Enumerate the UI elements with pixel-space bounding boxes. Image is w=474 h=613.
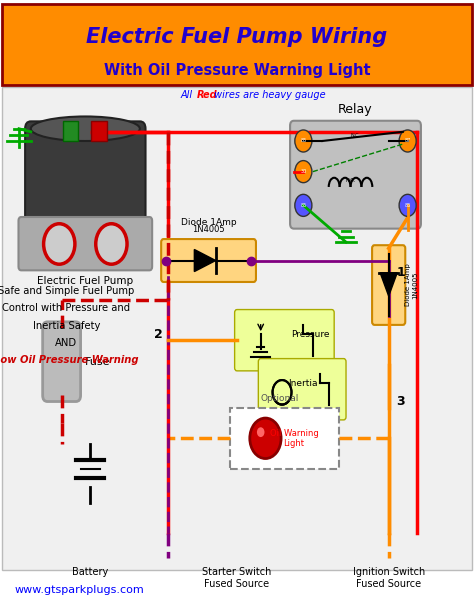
Text: Diode 1Amp
1N4005: Diode 1Amp 1N4005	[405, 264, 418, 306]
Text: Electric Fuel Pump Wiring: Electric Fuel Pump Wiring	[86, 27, 388, 47]
Text: 30: 30	[300, 169, 307, 174]
Text: 87: 87	[404, 139, 411, 143]
Circle shape	[44, 224, 75, 264]
Text: Optional: Optional	[261, 394, 299, 403]
Polygon shape	[194, 249, 216, 272]
Text: Electric Fuel Pump: Electric Fuel Pump	[37, 276, 133, 286]
Text: www.gtsparkplugs.com: www.gtsparkplugs.com	[14, 585, 144, 595]
Polygon shape	[380, 273, 397, 296]
Text: With Oil Pressure Warning Light: With Oil Pressure Warning Light	[104, 63, 370, 78]
Text: 2: 2	[155, 327, 163, 341]
Text: Diode 1Amp: Diode 1Amp	[181, 218, 237, 227]
Circle shape	[399, 194, 416, 216]
FancyBboxPatch shape	[290, 121, 421, 229]
Text: wires are heavy gauge: wires are heavy gauge	[211, 90, 326, 100]
FancyBboxPatch shape	[18, 217, 152, 270]
Circle shape	[96, 224, 127, 264]
Text: Inertia Safety: Inertia Safety	[33, 321, 100, 330]
Circle shape	[257, 427, 264, 437]
Text: Pressure: Pressure	[292, 330, 330, 338]
FancyBboxPatch shape	[258, 359, 346, 420]
FancyBboxPatch shape	[161, 239, 256, 282]
Circle shape	[250, 418, 281, 459]
Text: Low Oil Pressure Warning: Low Oil Pressure Warning	[0, 355, 138, 365]
FancyBboxPatch shape	[235, 310, 334, 371]
Ellipse shape	[31, 116, 140, 141]
FancyBboxPatch shape	[91, 121, 107, 141]
FancyBboxPatch shape	[43, 322, 81, 402]
Text: N.C.: N.C.	[350, 133, 361, 138]
Text: 85: 85	[300, 139, 307, 143]
Circle shape	[295, 161, 312, 183]
Circle shape	[399, 130, 416, 152]
Circle shape	[295, 130, 312, 152]
Text: All: All	[180, 90, 195, 100]
Text: 3: 3	[396, 395, 405, 408]
Text: Fuse: Fuse	[85, 357, 111, 367]
FancyBboxPatch shape	[2, 87, 472, 570]
Circle shape	[295, 194, 312, 216]
Text: Inertia: Inertia	[289, 379, 318, 387]
Text: 86: 86	[404, 203, 411, 208]
Text: AND: AND	[55, 338, 77, 348]
Text: 85: 85	[300, 203, 307, 208]
Text: Control with Pressure and: Control with Pressure and	[2, 303, 130, 313]
Text: Relay: Relay	[338, 104, 373, 116]
Text: Battery: Battery	[72, 567, 108, 577]
Text: Oil Warning
Light: Oil Warning Light	[270, 428, 318, 448]
Text: N.O.: N.O.	[346, 178, 356, 183]
Text: Ignition Switch
Fused Source: Ignition Switch Fused Source	[353, 567, 425, 588]
Text: Safe and Simple Fuel Pump: Safe and Simple Fuel Pump	[0, 286, 135, 296]
Text: Red: Red	[197, 90, 218, 100]
FancyBboxPatch shape	[63, 121, 78, 141]
Text: 1: 1	[396, 266, 405, 280]
FancyBboxPatch shape	[25, 121, 146, 228]
Text: 1N4005: 1N4005	[192, 224, 225, 234]
Text: Starter Switch
Fused Source: Starter Switch Fused Source	[202, 567, 272, 588]
FancyBboxPatch shape	[372, 245, 405, 325]
FancyBboxPatch shape	[230, 408, 339, 469]
FancyBboxPatch shape	[2, 4, 472, 85]
